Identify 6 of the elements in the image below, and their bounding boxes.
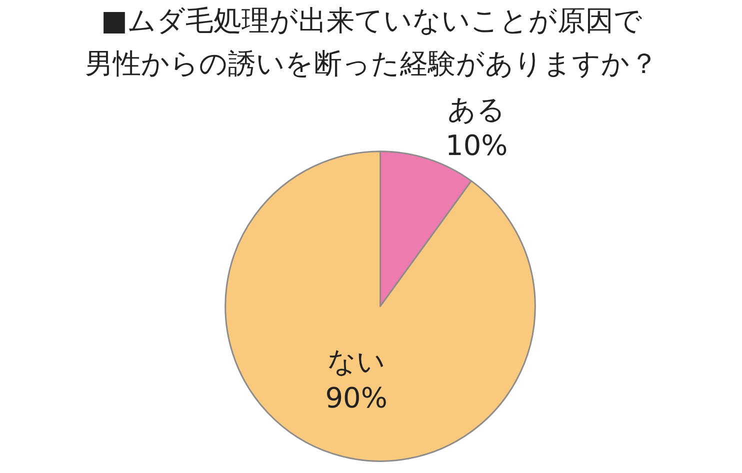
data-label: 10% — [445, 129, 508, 162]
chart-title: ■ムダ毛処理が出来ていないことが原因で — [101, 4, 642, 37]
slice-label: ある — [448, 92, 506, 126]
chart-subtitle: 男性からの誘いを断った経験がありますか？ — [85, 47, 658, 80]
data-label: 90% — [325, 382, 388, 415]
slice-label: ない — [327, 345, 386, 378]
